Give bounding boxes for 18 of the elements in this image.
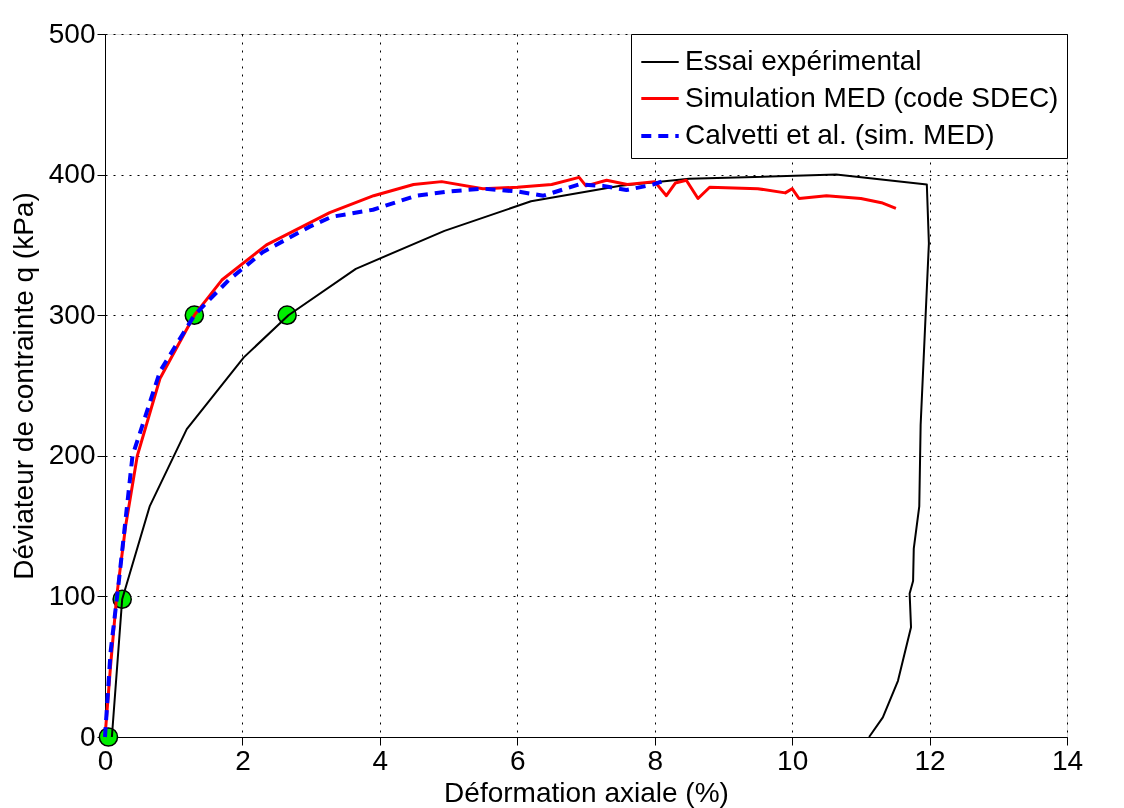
y-tick-label: 200 <box>48 439 96 471</box>
legend-label: Simulation MED (code SDEC) <box>685 81 1059 113</box>
x-tick-label: 14 <box>1051 744 1084 776</box>
y-tick-label: 0 <box>79 720 96 752</box>
x-tick-label: 4 <box>372 744 389 776</box>
y-axis-title: Déviateur de contrainte q (kPa) <box>7 192 39 580</box>
y-tick-label: 100 <box>48 579 96 611</box>
x-tick-label: 8 <box>647 744 663 776</box>
x-tick-label: 12 <box>914 744 946 776</box>
x-tick-label: 6 <box>510 744 526 776</box>
x-tick-label: 10 <box>777 744 809 776</box>
y-tick-label: 300 <box>48 298 96 330</box>
x-tick-label: 2 <box>235 744 251 776</box>
legend-label: Calvetti et al. (sim. MED) <box>685 119 995 150</box>
legend-label: Essai expérimental <box>685 45 922 76</box>
y-tick-label: 500 <box>48 17 96 49</box>
y-tick-label: 400 <box>48 158 96 190</box>
x-axis-title: Déformation axiale (%) <box>444 776 729 808</box>
